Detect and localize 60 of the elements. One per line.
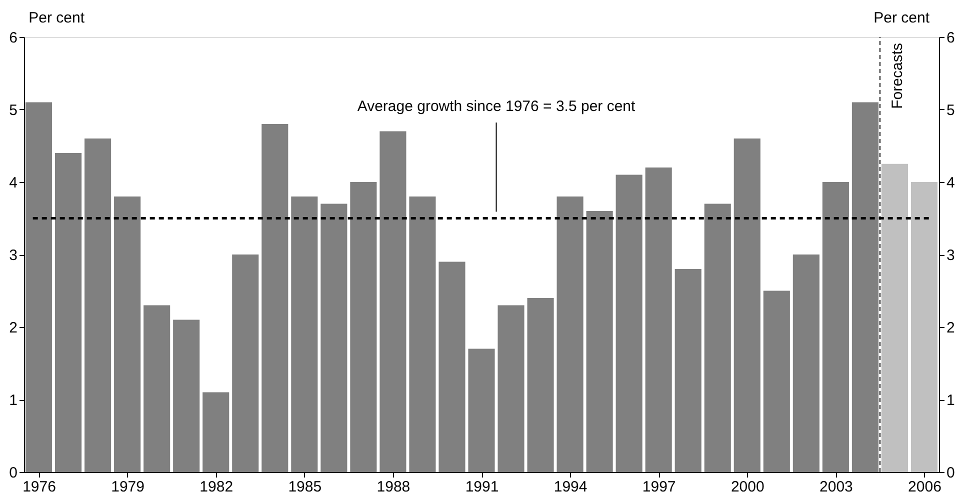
x-tick-label: 1994 — [554, 478, 588, 496]
bar — [852, 102, 878, 472]
y2-tick-label: 3 — [946, 247, 955, 264]
bar — [291, 196, 318, 472]
y-axis-title: Per cent — [28, 10, 86, 26]
bar — [822, 182, 849, 472]
bar — [704, 204, 731, 472]
bar — [25, 102, 52, 472]
x-tick-label: 1982 — [200, 478, 234, 496]
bar — [409, 196, 436, 472]
y2-tick-label: 0 — [946, 464, 955, 482]
bar — [173, 320, 200, 472]
bar — [380, 131, 406, 472]
bar — [438, 262, 466, 472]
x-tick-label: 2006 — [908, 478, 942, 496]
bar — [468, 348, 495, 472]
ref-line-label: Average growth since 1976 = 3.5 per cent — [357, 98, 636, 115]
bar — [616, 174, 642, 472]
bar — [881, 164, 908, 472]
bar — [84, 138, 112, 472]
x-tick-label: 1985 — [288, 478, 322, 496]
x-tick-label: 1979 — [111, 478, 144, 496]
bar — [262, 124, 288, 472]
y2-tick-label: 4 — [946, 174, 955, 192]
bar — [674, 269, 702, 472]
x-tick-label: 2003 — [820, 478, 853, 496]
x-tick-label: 1976 — [22, 478, 56, 496]
bar — [645, 168, 672, 472]
bar — [144, 305, 170, 472]
bar — [792, 254, 820, 472]
y-tick-label: 3 — [9, 247, 18, 264]
bar — [320, 204, 348, 472]
y-tick-label: 4 — [9, 174, 18, 192]
bar — [232, 254, 259, 472]
y-tick-label: 6 — [9, 30, 18, 46]
bar — [54, 153, 82, 472]
bar — [734, 138, 760, 472]
bar — [910, 182, 938, 472]
y2-tick-label: 2 — [946, 320, 955, 336]
y2-tick-label: 5 — [946, 102, 955, 119]
bar — [763, 290, 790, 472]
y-tick-label: 1 — [9, 392, 18, 409]
x-tick-label: 2000 — [730, 478, 764, 496]
bar — [586, 211, 613, 472]
y2-axis-title: Per cent — [874, 10, 930, 26]
y2-tick-label: 1 — [946, 392, 955, 409]
y2-tick-label: 6 — [946, 30, 955, 46]
y-tick-label: 5 — [9, 102, 18, 119]
x-tick-label: 1988 — [376, 478, 410, 496]
y-tick-label: 0 — [9, 464, 18, 482]
bar — [527, 298, 554, 472]
bar — [114, 196, 141, 472]
x-tick-label: 1997 — [642, 478, 676, 496]
bar — [350, 182, 377, 472]
y-tick-label: 2 — [9, 320, 18, 336]
bar — [202, 392, 230, 472]
x-tick-label: 1991 — [465, 478, 499, 496]
bar — [556, 196, 584, 472]
bar — [498, 305, 524, 472]
annotation: Forecasts — [888, 43, 906, 109]
